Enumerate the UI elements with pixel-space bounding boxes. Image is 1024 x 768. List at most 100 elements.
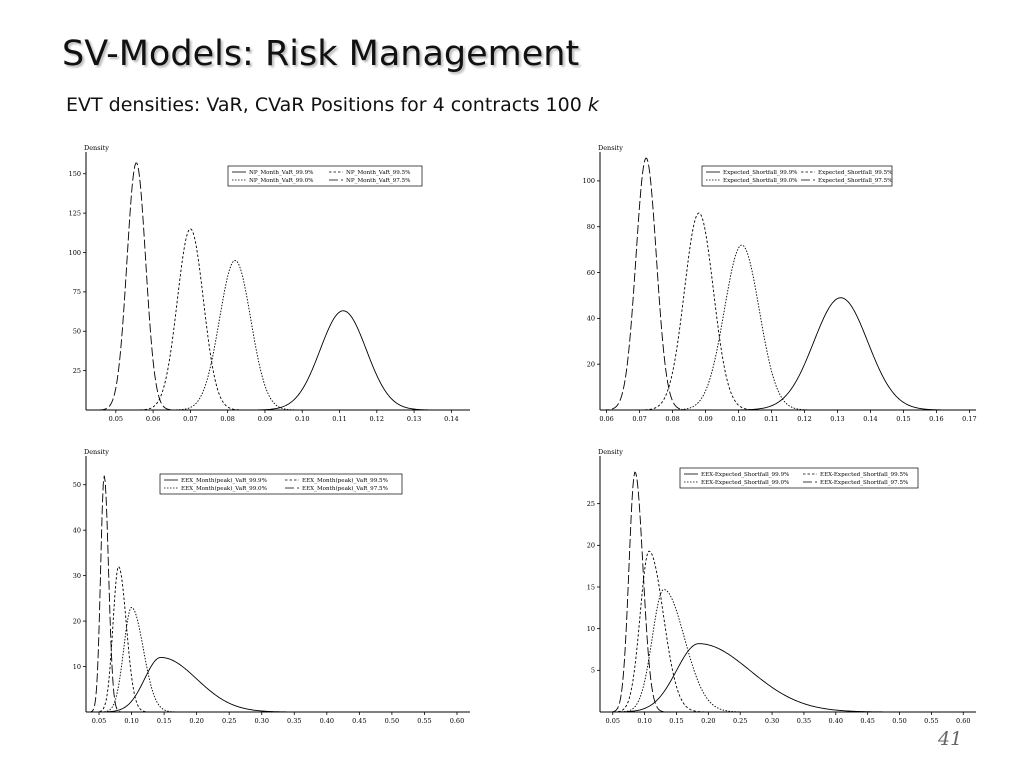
x-tick-label: 0.08 (665, 415, 679, 423)
x-tick-label: 0.55 (924, 717, 938, 725)
series-line-0 (600, 297, 976, 411)
legend-label-0: EEX-Expected_Shortfall_99.9% (701, 472, 789, 478)
series-line-3 (600, 157, 976, 411)
y-axis-label: Density (84, 144, 109, 152)
legend-label-0: EEX_Month(peak)_VaR_99.9% (181, 477, 267, 484)
x-tick-label: 0.15 (896, 415, 910, 423)
legend-box (701, 165, 893, 187)
x-tick-label: 0.09 (698, 415, 712, 423)
chart-eex-expected-shortfall: Density 0.05 0.10 0.15 0.20 0.25 0.30 0.35 0.40 0… (587, 448, 976, 725)
x-tick-label: 0.14 (863, 415, 877, 423)
legend-box (159, 473, 403, 495)
y-tick-label: 150 (69, 170, 81, 178)
series-line-2 (86, 259, 470, 411)
x-tick-label: 0.45 (352, 717, 366, 725)
slide-subtitle: EVT densities: VaR, CVaR Positions for 4… (66, 94, 599, 116)
x-tick-label: 0.11 (764, 415, 778, 423)
x-tick-label: 0.09 (258, 415, 272, 423)
y-tick-label: 5 (591, 667, 595, 675)
legend-label-2: EEX-Expected_Shortfall_99.0% (701, 480, 789, 486)
x-tick-label: 0.07 (632, 415, 646, 423)
x-tick-label: 0.12 (370, 415, 384, 423)
series-line-1 (600, 550, 976, 713)
series-line-2 (86, 607, 470, 713)
y-tick-label: 100 (583, 177, 595, 185)
x-tick-label: 0.16 (929, 415, 943, 423)
x-tick-label: 0.30 (765, 717, 779, 725)
y-tick-label: 20 (73, 617, 81, 625)
x-tick-label: 0.55 (417, 717, 431, 725)
y-tick-label: 80 (587, 223, 595, 231)
x-tick-label: 0.06 (146, 415, 160, 423)
chart-expected-shortfall: Density 0.06 0.07 0.08 0.09 0.10 0.11 0.12 0.13 0… (583, 144, 977, 423)
chart-np-month-var: Density 0.05 0.06 0.07 0.08 0.09 0.10 0.11 0.12 0… (69, 144, 470, 423)
series-line-0 (86, 656, 470, 713)
legend-label-3: NP_Month_VaR_97.5% (346, 178, 410, 184)
x-tick-label: 0.05 (92, 717, 106, 725)
y-tick-label: 60 (587, 269, 595, 277)
x-tick-label: 0.13 (830, 415, 844, 423)
legend-label-2: EEX_Month(peak)_VaR_99.0% (181, 485, 267, 492)
series-line-1 (86, 565, 470, 713)
y-tick-label: 25 (587, 500, 595, 508)
x-tick-label: 0.07 (183, 415, 197, 423)
legend-box (227, 165, 423, 187)
subtitle-variable: k (587, 94, 599, 116)
x-tick-label: 0.14 (444, 415, 458, 423)
y-tick-label: 10 (587, 625, 595, 633)
series-line-1 (86, 228, 470, 411)
x-tick-label: 0.11 (332, 415, 346, 423)
y-tick-label: 20 (587, 360, 595, 368)
y-tick-label: 30 (73, 572, 81, 580)
series-line-3 (86, 162, 470, 411)
x-tick-label: 0.40 (320, 717, 334, 725)
legend-label-3: Expected_Shortfall_97.5% (818, 178, 892, 184)
series-line-0 (86, 310, 470, 411)
y-tick-label: 50 (73, 481, 81, 489)
x-tick-label: 0.20 (189, 717, 203, 725)
x-tick-label: 0.50 (892, 717, 906, 725)
slide-title: SV-Models: Risk Management (62, 34, 580, 74)
legend-label-2: Expected_Shortfall_99.0% (723, 178, 797, 184)
y-tick-label: 50 (73, 328, 81, 336)
x-tick-label: 0.25 (733, 717, 747, 725)
series-line-2 (600, 244, 976, 411)
x-tick-label: 0.12 (797, 415, 811, 423)
x-tick-label: 0.17 (962, 415, 976, 423)
x-tick-label: 0.10 (295, 415, 309, 423)
x-tick-label: 0.13 (407, 415, 421, 423)
y-tick-label: 15 (587, 583, 595, 591)
x-tick-label: 0.35 (287, 717, 301, 725)
y-tick-label: 40 (73, 526, 81, 534)
x-tick-label: 0.06 (599, 415, 613, 423)
series-line-1 (600, 212, 976, 411)
y-tick-label: 100 (69, 249, 81, 257)
series-line-3 (600, 471, 976, 713)
page-number: 41 (938, 728, 963, 750)
legend-label-2: NP_Month_VaR_99.0% (249, 178, 313, 184)
x-tick-label: 0.45 (860, 717, 874, 725)
legend-box (679, 467, 919, 489)
x-tick-label: 0.05 (606, 717, 620, 725)
legend-label-3: EEX-Expected_Shortfall_97.5% (820, 480, 908, 486)
x-tick-label: 0.10 (124, 717, 138, 725)
legend-label-0: NP_Month_VaR_99.9% (249, 170, 313, 176)
x-tick-label: 0.50 (385, 717, 399, 725)
x-tick-label: 0.60 (450, 717, 464, 725)
x-tick-label: 0.20 (701, 717, 715, 725)
series-line-0 (600, 643, 976, 713)
y-axis-label: Density (598, 144, 623, 152)
y-tick-label: 40 (587, 315, 595, 323)
x-tick-label: 0.15 (157, 717, 171, 725)
legend-label-1: EEX-Expected_Shortfall_99.5% (820, 472, 908, 478)
y-tick-label: 75 (73, 288, 81, 296)
x-tick-label: 0.05 (109, 415, 123, 423)
x-tick-label: 0.30 (254, 717, 268, 725)
y-tick-label: 25 (73, 367, 81, 375)
y-axis-label: Density (598, 448, 623, 456)
x-tick-label: 0.08 (220, 415, 234, 423)
series-line-2 (600, 589, 976, 713)
x-tick-label: 0.25 (222, 717, 236, 725)
y-tick-label: 125 (69, 209, 81, 217)
x-tick-label: 0.15 (669, 717, 683, 725)
